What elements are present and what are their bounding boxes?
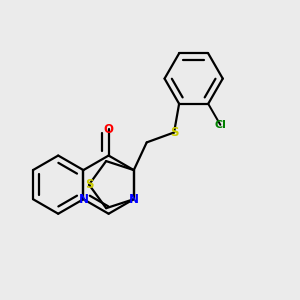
Text: N: N	[129, 193, 139, 206]
Text: S: S	[170, 126, 178, 139]
Text: Cl: Cl	[214, 120, 226, 130]
Text: O: O	[103, 123, 114, 136]
Text: S: S	[85, 178, 93, 191]
Text: N: N	[78, 193, 88, 206]
